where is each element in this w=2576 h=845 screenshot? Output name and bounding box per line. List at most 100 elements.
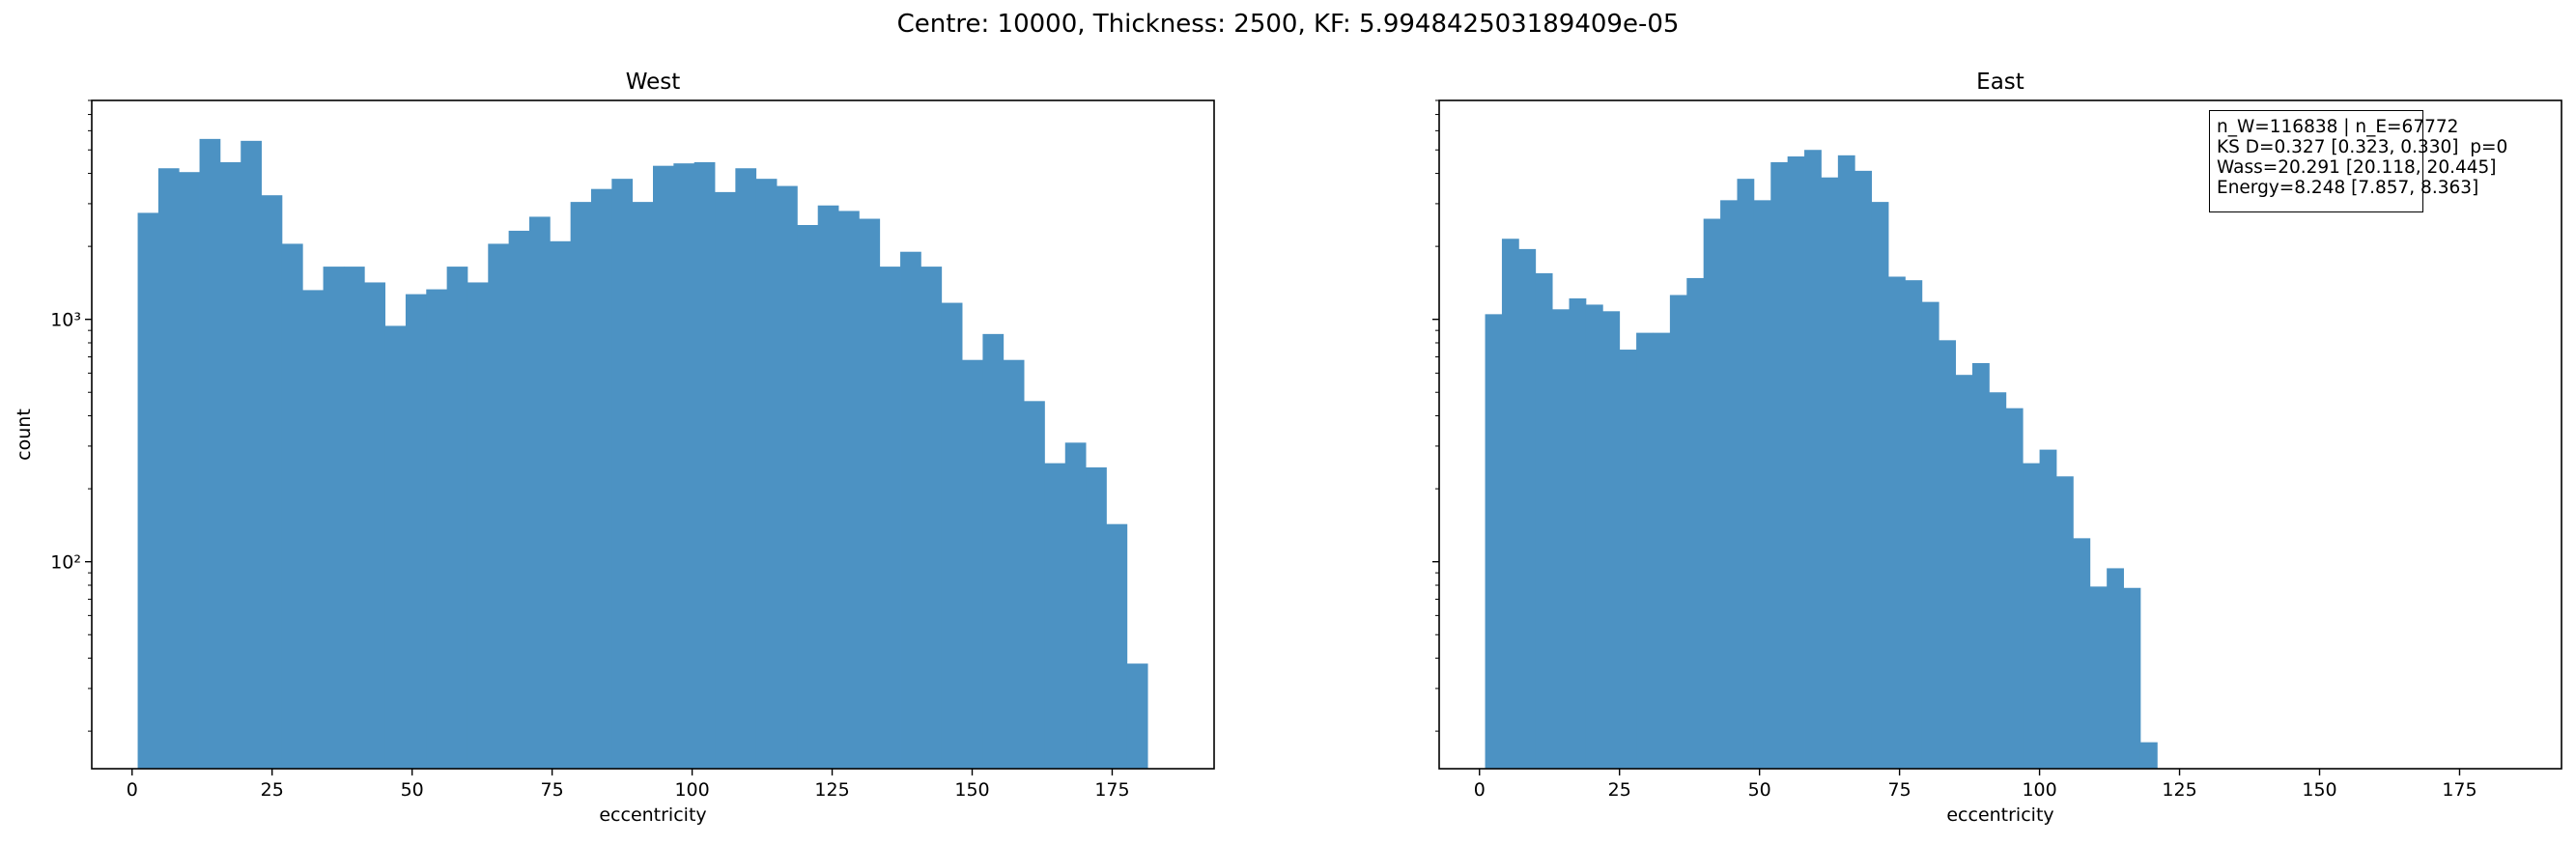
x-tick-label: 0 xyxy=(127,779,138,801)
axes-frame xyxy=(91,99,1215,770)
histogram-bar xyxy=(384,325,407,769)
histogram-bar xyxy=(1753,200,1771,770)
histogram-bar xyxy=(1821,177,1839,770)
histogram-bar xyxy=(1086,467,1107,769)
histogram-bar xyxy=(1989,392,2007,769)
histogram-bar xyxy=(157,168,180,770)
histogram-bar xyxy=(1044,463,1066,769)
x-tick-label: 175 xyxy=(2442,779,2477,801)
histogram-bar xyxy=(611,179,634,769)
panel-title: East xyxy=(1976,70,2024,95)
histogram-bar xyxy=(1871,202,1889,769)
histogram-bar xyxy=(715,191,736,769)
histogram-bar xyxy=(1518,248,1537,769)
stats-ks: KS D=0.327 [0.323, 0.330] p=0 xyxy=(2217,137,2508,157)
histogram-bar xyxy=(694,161,716,769)
histogram-bar xyxy=(467,282,489,769)
histogram-bar xyxy=(508,230,530,769)
histogram-bar xyxy=(550,240,572,770)
histogram-bar xyxy=(323,267,345,770)
west-panel: 0 25 50 75 100 125 150 175 10² 10³ West eccentricit… xyxy=(14,70,1215,826)
x-tick-label: 100 xyxy=(674,779,709,801)
x-tick-label: 50 xyxy=(401,779,424,801)
histogram-bar xyxy=(364,282,386,769)
histogram-bar xyxy=(879,267,901,770)
axes-frame xyxy=(1438,99,2562,770)
histogram-bar xyxy=(1921,301,1939,769)
histogram-bar xyxy=(1653,332,1671,769)
histogram-bar xyxy=(446,267,468,770)
histogram-bar xyxy=(817,205,839,769)
histogram-bar xyxy=(281,243,303,769)
histogram-bar xyxy=(261,195,283,769)
x-tick-label: 125 xyxy=(814,779,849,801)
histogram-bar xyxy=(1106,523,1128,769)
histogram-bar xyxy=(1602,311,1621,769)
histogram-bar xyxy=(179,172,200,769)
histogram-bar xyxy=(1569,298,1587,769)
histogram-bar xyxy=(1126,663,1148,769)
x-tick-label: 0 xyxy=(1474,779,1486,801)
stats-energy: Energy=8.248 [7.857, 8.363] xyxy=(2217,178,2479,198)
figure-title: Centre: 10000, Thickness: 2500, KF: 5.99… xyxy=(896,10,1680,39)
histogram-bar xyxy=(528,216,551,769)
histogram-bar xyxy=(2089,586,2108,769)
histogram-bar xyxy=(570,202,592,769)
histogram-bar xyxy=(488,243,510,769)
histogram-bar xyxy=(1585,304,1603,769)
histogram-bar xyxy=(1703,218,1721,769)
x-tick-label: 75 xyxy=(541,779,564,801)
histogram-bar xyxy=(1552,309,1570,769)
histogram-bar xyxy=(962,359,983,769)
histogram-bar xyxy=(1939,340,1957,769)
y-axis-label: count xyxy=(14,408,35,461)
x-axis-label: eccentricity xyxy=(599,804,706,826)
histogram-bar xyxy=(1888,276,1906,769)
histogram-bar xyxy=(941,302,963,769)
stats-wasserstein: Wass=20.291 [20.118, 20.445] xyxy=(2217,157,2497,178)
histogram-bar xyxy=(673,163,695,770)
histogram-bar xyxy=(1686,277,1705,769)
y-tick-label: 10³ xyxy=(50,310,81,331)
histogram-bar xyxy=(1535,272,1553,769)
histogram-bar xyxy=(1737,179,1755,769)
histogram-bar xyxy=(241,140,262,770)
histogram-bar xyxy=(653,165,674,769)
x-tick-label: 50 xyxy=(1748,779,1771,801)
histogram-bar xyxy=(1720,200,1738,770)
x-tick-label: 175 xyxy=(1094,779,1129,801)
x-tick-label: 100 xyxy=(2022,779,2056,801)
histogram-bar xyxy=(1854,170,1873,769)
x-tick-label: 75 xyxy=(1888,779,1911,801)
x-tick-label: 25 xyxy=(1608,779,1631,801)
histogram-bar xyxy=(2005,408,2024,769)
histogram-bar xyxy=(1636,332,1654,769)
histogram-bar xyxy=(1905,280,1923,769)
histogram-bar xyxy=(859,218,881,769)
histogram-bar xyxy=(2139,742,2158,769)
histogram-bar xyxy=(1619,350,1637,769)
histogram-bar xyxy=(590,188,612,769)
histogram-bar xyxy=(426,289,448,769)
histogram-bar xyxy=(302,290,324,769)
histogram-bar xyxy=(1501,239,1519,770)
histogram-bar xyxy=(2107,568,2124,769)
histogram-bar xyxy=(1770,161,1789,769)
panel-title: West xyxy=(626,70,681,95)
x-tick-label: 150 xyxy=(954,779,989,801)
histogram-bar xyxy=(2039,449,2057,769)
histogram-bar xyxy=(1024,401,1045,769)
y-tick-label: 10² xyxy=(50,552,81,574)
histogram-bar xyxy=(735,168,757,770)
stats-counts: n_W=116838 | n_E=67772 xyxy=(2217,117,2459,137)
east-panel: 0 25 50 75 100 125 150 175 East eccentricity xyxy=(1432,70,2562,826)
histogram-bar xyxy=(2023,463,2040,769)
histogram-bar xyxy=(920,267,943,770)
histogram-bar xyxy=(1972,362,1990,769)
histogram-bar xyxy=(900,251,921,770)
histogram-bar xyxy=(405,294,427,769)
histogram-bar xyxy=(755,179,778,769)
histogram-bar xyxy=(1485,314,1503,769)
histogram-bar xyxy=(1837,155,1855,769)
